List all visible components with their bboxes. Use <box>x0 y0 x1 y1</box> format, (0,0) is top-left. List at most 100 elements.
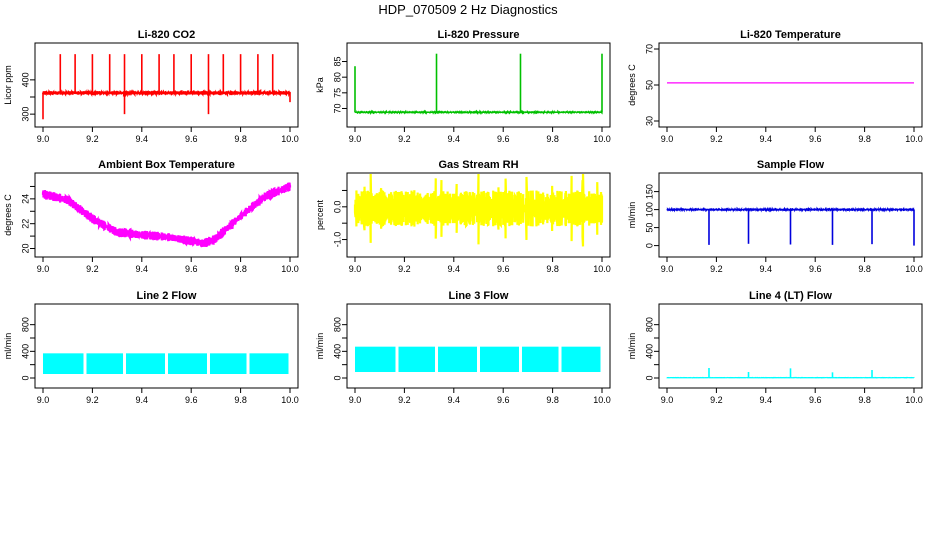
x-tick-label: 9.2 <box>398 395 411 405</box>
plot-frame <box>346 42 611 128</box>
y-axis-label: ml/min <box>627 333 637 360</box>
x-tick-label: 9.8 <box>234 264 247 274</box>
panel-ambient: Ambient Box Temperature degrees C 9.0 9.2 9.… <box>3 159 299 274</box>
y-tick-label: 0 <box>644 243 654 248</box>
y-axis-label: Licor ppm <box>3 65 13 105</box>
y-axis-label: degrees C <box>627 64 637 106</box>
flow-band-segment <box>561 346 601 372</box>
x-tick-label: 9.2 <box>86 395 99 405</box>
panel-line4: Line 4 (LT) Flow ml/min 9.0 9.2 9.4 9.6 9.8 10.… <box>627 290 923 405</box>
y-tick-label: 0 <box>20 375 30 380</box>
plot-frame <box>346 303 611 389</box>
flow-band-segment <box>438 346 477 372</box>
x-tick-label: 10.0 <box>905 264 923 274</box>
x-tick-label: 10.0 <box>281 395 299 405</box>
series-line <box>41 182 292 248</box>
figure-title: HDP_070509 2 Hz Diagnostics <box>378 2 558 17</box>
plot-frame <box>346 172 611 258</box>
x-tick-label: 9.6 <box>185 264 198 274</box>
y-tick-label: 70 <box>332 103 342 113</box>
x-tick-label: 10.0 <box>593 264 611 274</box>
panel-title: Li-820 CO2 <box>138 29 195 41</box>
x-tick-label: 9.4 <box>448 134 461 144</box>
x-tick-label: 9.2 <box>398 264 411 274</box>
series-line <box>42 88 291 98</box>
flow-band-segment <box>43 353 84 374</box>
panel-line3: Line 3 Flow ml/min 9.0 9.2 9.4 9.6 9.8 10.0 0 400… <box>315 290 611 405</box>
y-tick-label: 800 <box>644 317 654 332</box>
series-line3 <box>355 346 601 372</box>
x-tick-label: 9.4 <box>448 264 461 274</box>
x-tick-label: 9.8 <box>234 134 247 144</box>
x-tick-label: 9.2 <box>86 134 99 144</box>
y-axis-label: ml/min <box>3 333 13 360</box>
y-tick-label: 800 <box>20 317 30 332</box>
y-tick-label: 75 <box>332 88 342 98</box>
panel-title: Li-820 Pressure <box>438 29 520 41</box>
series-sample_flow <box>666 206 915 246</box>
y-tick-label: 22 <box>20 219 30 229</box>
x-tick-label: 9.4 <box>448 395 461 405</box>
y-tick-label: 20 <box>20 244 30 254</box>
x-tick-label: 9.2 <box>710 264 723 274</box>
x-tick-label: 10.0 <box>593 134 611 144</box>
panel-title: Sample Flow <box>757 159 825 171</box>
y-tick-label: 50 <box>644 80 654 90</box>
x-tick-label: 9.0 <box>349 264 362 274</box>
x-tick-label: 9.4 <box>136 264 149 274</box>
y-tick-label: 400 <box>332 344 342 359</box>
flow-band-segment <box>521 346 559 372</box>
y-tick-label: 50 <box>644 223 654 233</box>
x-tick-label: 9.6 <box>497 395 510 405</box>
y-tick-label: 400 <box>644 344 654 359</box>
x-tick-label: 9.6 <box>497 134 510 144</box>
plot-frame <box>34 42 299 128</box>
series-co2 <box>42 54 291 120</box>
x-tick-label: 9.4 <box>136 134 149 144</box>
x-tick-label: 9.0 <box>37 134 50 144</box>
panel-line2: Line 2 Flow ml/min 9.0 9.2 9.4 9.6 9.8 10.0 0 400… <box>3 290 299 405</box>
x-tick-label: 9.6 <box>809 134 822 144</box>
x-tick-label: 9.6 <box>497 264 510 274</box>
panels-group: Li-820 CO2 Licor ppm 9.0 9.2 9.4 9.6 9.8 10.0 30… <box>3 29 923 405</box>
x-tick-label: 10.0 <box>593 395 611 405</box>
y-tick-label: 300 <box>20 107 30 122</box>
y-tick-label: 70 <box>644 44 654 54</box>
x-tick-label: 9.0 <box>661 134 674 144</box>
y-tick-label: 100 <box>644 202 654 217</box>
x-tick-label: 9.4 <box>760 134 773 144</box>
x-tick-label: 9.6 <box>185 395 198 405</box>
y-tick-label: 0 <box>644 375 654 380</box>
y-axis-label: ml/min <box>627 202 637 229</box>
plot-frame <box>658 172 923 258</box>
panel-title: Line 3 Flow <box>449 290 509 302</box>
y-tick-label: 800 <box>332 317 342 332</box>
x-tick-label: 9.0 <box>661 395 674 405</box>
panel-co2: Li-820 CO2 Licor ppm 9.0 9.2 9.4 9.6 9.8 10.0 30… <box>3 29 299 144</box>
x-tick-label: 10.0 <box>905 395 923 405</box>
series-line <box>354 109 603 115</box>
x-tick-label: 9.2 <box>86 264 99 274</box>
panel-title: Line 4 (LT) Flow <box>749 290 832 302</box>
y-tick-label: 150 <box>644 184 654 199</box>
flow-band-segment <box>480 346 519 372</box>
x-tick-label: 9.8 <box>234 395 247 405</box>
y-tick-label: 80 <box>332 72 342 82</box>
x-tick-label: 10.0 <box>281 134 299 144</box>
x-tick-label: 9.8 <box>546 264 559 274</box>
y-tick-label: 85 <box>332 57 342 67</box>
y-tick-label: 400 <box>20 72 30 87</box>
x-tick-label: 9.8 <box>546 134 559 144</box>
x-tick-label: 9.0 <box>37 264 50 274</box>
x-tick-label: 9.0 <box>349 134 362 144</box>
x-tick-label: 10.0 <box>905 134 923 144</box>
y-axis-label: ml/min <box>315 333 325 360</box>
flow-band-segment <box>126 353 165 374</box>
x-tick-label: 9.4 <box>760 264 773 274</box>
series-line2 <box>43 353 289 374</box>
x-tick-label: 9.0 <box>661 264 674 274</box>
x-tick-label: 9.6 <box>809 264 822 274</box>
flow-band-segment <box>86 353 124 374</box>
flow-band-segment <box>249 353 289 374</box>
x-tick-label: 9.6 <box>809 395 822 405</box>
